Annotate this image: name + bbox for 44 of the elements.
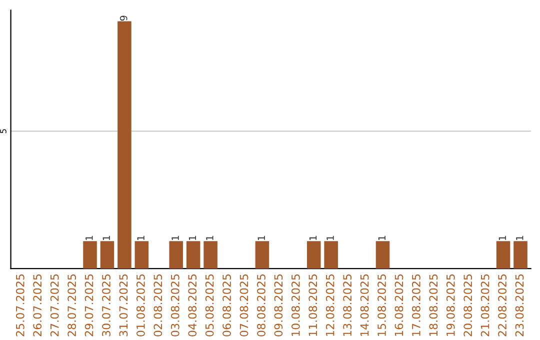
data-label: 1	[258, 236, 265, 240]
data-label: 1	[309, 236, 317, 240]
x-tick-label: 16.08.2025	[394, 274, 404, 336]
x-tick-label: 22.08.2025	[498, 274, 506, 336]
x-tick-label: 13.08.2025	[343, 274, 352, 336]
data-label: 1	[86, 236, 93, 240]
x-tick-label: 21.08.2025	[480, 274, 490, 336]
x-tick-label: 09.08.2025	[274, 274, 283, 336]
x-tick-label: 18.08.2025	[429, 274, 438, 336]
data-label: 1	[206, 236, 214, 240]
x-tick-label: 03.08.2025	[170, 274, 180, 336]
x-tick-label: 27.07.2025	[50, 274, 59, 336]
data-label: 1	[137, 236, 144, 240]
x-tick-label: 12.08.2025	[326, 274, 334, 336]
x-tick-label: 06.08.2025	[222, 274, 231, 336]
data-label: 9	[120, 16, 128, 21]
x-tick-label: 17.08.2025	[412, 274, 420, 336]
x-tick-label: 14.08.2025	[360, 274, 369, 336]
x-tick-label: 04.08.2025	[188, 274, 197, 336]
x-tick-label: 26.07.2025	[33, 274, 42, 336]
x-tick-label: 28.07.2025	[68, 274, 76, 336]
y-tick-label: 5	[0, 129, 6, 134]
x-tick-label: 07.08.2025	[240, 274, 248, 336]
x-tick-label: 15.08.2025	[378, 274, 386, 336]
x-tick-label: 11.08.2025	[308, 274, 318, 336]
x-tick-label: 20.08.2025	[464, 274, 472, 336]
x-tick-label: 29.07.2025	[84, 274, 94, 336]
data-label: 1	[102, 236, 110, 240]
x-tick-label: 30.07.2025	[102, 274, 110, 336]
data-label: 1	[172, 236, 179, 240]
data-label: 1	[378, 236, 386, 240]
x-tick-label: 19.08.2025	[446, 274, 455, 336]
data-label: 1	[188, 236, 196, 240]
x-tick-label: 10.08.2025	[291, 274, 300, 336]
x-tick-label: 08.08.2025	[257, 274, 266, 336]
data-label: 1	[326, 236, 334, 240]
data-label: 1	[516, 236, 524, 240]
data-label: 1	[498, 236, 506, 240]
x-tick-label: 25.07.2025	[16, 274, 24, 336]
x-tick-label: 23.08.2025	[515, 274, 524, 336]
x-tick-label: 01.08.2025	[136, 274, 145, 336]
x-tick-label: 31.07.2025	[119, 274, 128, 336]
x-tick-label: 05.08.2025	[205, 274, 214, 336]
x-tick-label: 02.08.2025	[154, 274, 162, 336]
